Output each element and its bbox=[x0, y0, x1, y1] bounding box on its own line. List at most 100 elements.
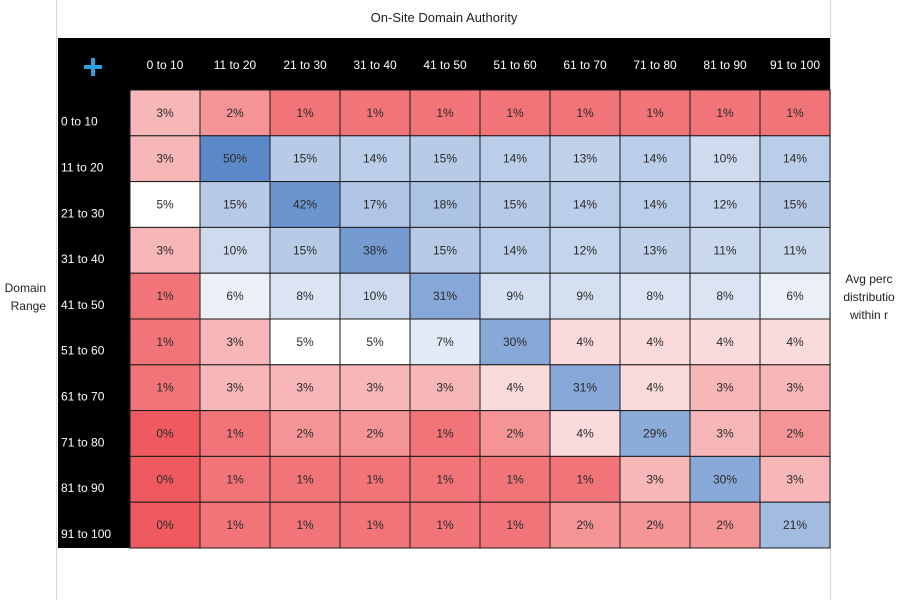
heatmap-cell bbox=[269, 455, 341, 503]
heatmap-cell bbox=[129, 226, 201, 274]
cell-value-label: 3% bbox=[716, 427, 734, 441]
cell-value-label: 1% bbox=[646, 106, 664, 120]
heatmap-cell bbox=[269, 318, 341, 366]
heatmap-cell bbox=[479, 501, 551, 549]
x-tick-label: 21 to 30 bbox=[283, 58, 327, 72]
heatmap-cell bbox=[409, 318, 481, 366]
heatmap-cell bbox=[689, 135, 761, 183]
heatmap-cell bbox=[129, 410, 201, 457]
cell-value-label: 2% bbox=[296, 427, 314, 441]
heatmap-cell bbox=[759, 181, 831, 228]
cell-value-label: 3% bbox=[366, 381, 384, 395]
cell-value-label: 3% bbox=[226, 381, 244, 395]
heatmap-cell bbox=[199, 89, 271, 137]
frame-left-border bbox=[56, 0, 57, 600]
cell-value-label: 15% bbox=[223, 198, 247, 212]
cell-value-label: 1% bbox=[576, 106, 594, 120]
heatmap-cell bbox=[339, 410, 411, 457]
heatmap-cell bbox=[549, 501, 621, 549]
heatmap-cell bbox=[689, 318, 761, 366]
heatmap-cell bbox=[549, 226, 621, 274]
heatmap-cell bbox=[199, 501, 271, 549]
y-tick-label: 91 to 100 bbox=[61, 527, 111, 541]
cell-value-label: 50% bbox=[223, 152, 247, 166]
cell-value-label: 10% bbox=[713, 152, 737, 166]
cell-value-label: 42% bbox=[293, 198, 317, 212]
x-tick-label: 0 to 10 bbox=[147, 58, 184, 72]
heatmap-cell bbox=[479, 181, 551, 228]
heatmap-cell bbox=[619, 455, 691, 503]
heatmap-cell bbox=[269, 181, 341, 228]
cell-value-label: 8% bbox=[296, 289, 314, 303]
heatmap-cell bbox=[129, 364, 201, 412]
heatmap-cell bbox=[759, 89, 831, 137]
heatmap-cell bbox=[549, 455, 621, 503]
cell-value-label: 3% bbox=[156, 106, 174, 120]
heatmap-cell bbox=[199, 135, 271, 183]
cell-value-label: 6% bbox=[786, 289, 804, 303]
row-header-band bbox=[58, 38, 130, 548]
cell-value-label: 10% bbox=[223, 243, 247, 257]
heatmap-cell bbox=[479, 318, 551, 366]
cell-value-label: 0% bbox=[156, 427, 174, 441]
cell-value-label: 1% bbox=[156, 381, 174, 395]
y-axis-label: Domain Range bbox=[4, 281, 46, 313]
cell-value-label: 9% bbox=[576, 289, 594, 303]
cell-value-label: 1% bbox=[786, 106, 804, 120]
cell-value-label: 5% bbox=[296, 335, 314, 349]
cell-value-label: 1% bbox=[366, 472, 384, 486]
heatmap-cell bbox=[549, 318, 621, 366]
cell-value-label: 10% bbox=[363, 289, 387, 303]
cell-value-label: 14% bbox=[573, 198, 597, 212]
cell-value-label: 1% bbox=[366, 518, 384, 532]
cell-value-label: 4% bbox=[646, 335, 664, 349]
cell-value-label: 3% bbox=[156, 152, 174, 166]
cell-value-label: 14% bbox=[503, 243, 527, 257]
heatmap-cell bbox=[759, 410, 831, 457]
cell-value-label: 2% bbox=[646, 518, 664, 532]
cell-value-label: 1% bbox=[226, 472, 244, 486]
cell-value-label: 4% bbox=[786, 335, 804, 349]
heatmap-cell bbox=[199, 455, 271, 503]
heatmap-cell bbox=[269, 89, 341, 137]
heatmap-cell bbox=[339, 501, 411, 549]
cell-value-label: 1% bbox=[576, 472, 594, 486]
cell-value-label: 1% bbox=[366, 106, 384, 120]
heatmap-cell bbox=[619, 410, 691, 457]
heatmap-cell bbox=[759, 135, 831, 183]
cell-value-label: 4% bbox=[576, 427, 594, 441]
cell-value-label: 5% bbox=[156, 198, 174, 212]
heatmap-cell bbox=[549, 135, 621, 183]
cell-value-label: 5% bbox=[366, 335, 384, 349]
cell-value-label: 3% bbox=[436, 381, 454, 395]
heatmap-cell bbox=[549, 89, 621, 137]
heatmap-cell bbox=[689, 501, 761, 549]
y-tick-label: 71 to 80 bbox=[61, 435, 105, 449]
right-legend-label: Avg perc distributio within r bbox=[843, 272, 895, 322]
x-tick-label: 11 to 20 bbox=[214, 58, 257, 72]
heatmap-cell bbox=[479, 272, 551, 320]
cell-value-label: 2% bbox=[506, 427, 524, 441]
cell-value-label: 17% bbox=[363, 198, 387, 212]
x-tick-label: 71 to 80 bbox=[633, 58, 677, 72]
heatmap-cell bbox=[759, 272, 831, 320]
heatmap-cell bbox=[549, 272, 621, 320]
cell-value-label: 4% bbox=[576, 335, 594, 349]
cell-value-label: 11% bbox=[783, 243, 806, 257]
heatmap-cell bbox=[199, 226, 271, 274]
cell-value-label: 0% bbox=[156, 472, 174, 486]
cell-value-label: 15% bbox=[433, 243, 457, 257]
cell-value-label: 18% bbox=[433, 198, 457, 212]
heatmap-cell bbox=[759, 226, 831, 274]
cell-value-label: 3% bbox=[786, 472, 804, 486]
cell-value-label: 1% bbox=[296, 518, 314, 532]
heatmap-cell bbox=[339, 226, 411, 274]
heatmap-cell bbox=[199, 272, 271, 320]
y-tick-label: 81 to 90 bbox=[61, 481, 105, 495]
heatmap-cell bbox=[479, 226, 551, 274]
cell-value-label: 21% bbox=[783, 518, 807, 532]
y-tick-label: 11 to 20 bbox=[61, 161, 104, 175]
cell-value-label: 2% bbox=[226, 106, 244, 120]
heatmap-cell bbox=[409, 501, 481, 549]
